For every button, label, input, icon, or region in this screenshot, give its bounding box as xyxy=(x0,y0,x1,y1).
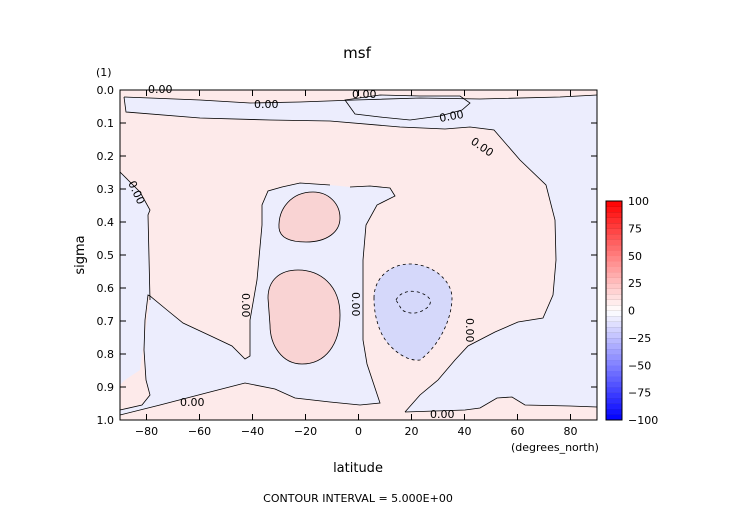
zero-contours xyxy=(119,94,598,416)
y-tick-label: 0.2 xyxy=(97,150,115,163)
y-tick-label: 0.7 xyxy=(97,315,115,328)
y-tick-label: 0.1 xyxy=(97,117,115,130)
x-tick-label: 0 xyxy=(355,425,362,438)
colorbar-swatch xyxy=(606,370,622,377)
positive-region-main xyxy=(120,90,597,420)
contour-interval-text: CONTOUR INTERVAL = 5.000E+00 xyxy=(263,492,453,505)
colorbar-swatch xyxy=(606,288,622,295)
x-units-label: (degrees_north) xyxy=(511,441,599,454)
y-axis: 0.0 0.1 0.2 0.3 0.4 0.5 0.6 0.7 0.8 0.9 1.0 xyxy=(97,84,597,427)
colorbar-tick-label: 25 xyxy=(628,277,642,290)
colorbar-swatch xyxy=(606,398,622,404)
colorbar-swatch xyxy=(606,239,622,246)
colorbar-tick-label: −25 xyxy=(628,332,651,345)
colorbar-swatch xyxy=(606,359,622,366)
colorbar-swatch xyxy=(606,381,622,388)
colorbar-swatch xyxy=(606,228,622,235)
positive-cell-lower xyxy=(267,269,341,365)
contour-label: 0.00 xyxy=(430,408,455,421)
colorbar-swatch xyxy=(606,211,622,218)
colorbar-swatch xyxy=(606,201,622,207)
colorbar-tick-label: 75 xyxy=(628,222,642,235)
y-tick-label: 0.3 xyxy=(97,183,115,196)
colorbar-swatch xyxy=(606,217,622,224)
x-tick-label: −80 xyxy=(135,425,158,438)
x-tick-label: −20 xyxy=(294,425,317,438)
colorbar-tick-label: 100 xyxy=(628,195,649,208)
contour-label: 0.00 xyxy=(438,108,464,125)
y-tick-label: 1.0 xyxy=(97,414,115,427)
colorbar-tick-label: 0 xyxy=(628,305,635,318)
plot-area: 0.00 0.00 0.00 0.00 0.00 0.00 0.00 0.00 … xyxy=(119,83,598,421)
x-tick-label: −40 xyxy=(241,425,264,438)
colorbar-tick-label: −75 xyxy=(628,387,651,400)
contour-label: 0.00 xyxy=(349,292,362,317)
colorbar-swatch xyxy=(606,261,622,267)
colorbar-swatch xyxy=(606,321,622,328)
contour-label: 0.00 xyxy=(239,293,252,318)
x-tick-label: 80 xyxy=(564,425,578,438)
y-units-label: (1) xyxy=(96,66,112,79)
contour-label: 0.00 xyxy=(463,318,476,343)
negative-cell xyxy=(373,263,453,361)
positive-cell-upper xyxy=(278,191,341,243)
colorbar-swatch xyxy=(606,299,622,306)
x-tick-label: 20 xyxy=(405,425,419,438)
colorbar-swatch xyxy=(606,354,622,361)
y-tick-label: 0.6 xyxy=(97,282,115,295)
colorbar-swatch xyxy=(606,414,622,421)
contour-label: 0.00 xyxy=(254,98,279,111)
colorbar-tick-label: 50 xyxy=(628,250,642,263)
colorbar-tick-label: −100 xyxy=(628,414,658,427)
colorbar-frame xyxy=(605,200,623,421)
colorbar-swatch xyxy=(606,294,622,300)
colorbar-swatch xyxy=(606,233,622,240)
chart-title: msf xyxy=(343,44,371,62)
negative-core-contour xyxy=(395,290,431,314)
colorbar-swatch xyxy=(606,310,622,317)
x-tick-label: −60 xyxy=(188,425,211,438)
colorbar-swatch xyxy=(606,206,622,213)
colorbar-swatch xyxy=(606,250,622,257)
y-tick-label: 0.5 xyxy=(97,249,115,262)
x-axis-label: latitude xyxy=(333,461,383,476)
colorbar-swatch xyxy=(606,315,622,322)
colorbar-swatch xyxy=(606,387,622,393)
colorbar-swatch xyxy=(606,272,622,278)
colorbar-swatch xyxy=(606,365,622,372)
x-tick-label: 60 xyxy=(511,425,525,438)
colorbar-swatch xyxy=(606,392,622,399)
colorbar-swatch xyxy=(606,332,622,339)
y-tick-label: 0.8 xyxy=(97,348,115,361)
negative-region-upper xyxy=(345,95,470,120)
colorbar-swatch xyxy=(606,266,622,273)
colorbar-swatch xyxy=(606,305,622,311)
x-tick-label: 40 xyxy=(458,425,472,438)
y-tick-label: 0.0 xyxy=(97,84,115,97)
colorbar-swatch xyxy=(606,326,622,333)
colorbar-swatch xyxy=(606,337,622,344)
colorbar-swatch xyxy=(606,409,622,415)
colorbar-swatch xyxy=(606,222,622,229)
colorbar-swatch xyxy=(606,403,622,410)
colorbar-swatch xyxy=(606,277,622,284)
y-tick-label: 0.4 xyxy=(97,216,115,229)
contour-label: 0.00 xyxy=(180,396,205,409)
y-tick-label: 0.9 xyxy=(97,381,115,394)
colorbar-swatch xyxy=(606,255,622,262)
colorbar-swatch xyxy=(606,376,622,382)
colorbar-swatch xyxy=(606,348,622,355)
colorbar-swatch xyxy=(606,283,622,289)
colorbar-tick-label: −50 xyxy=(628,359,651,372)
colorbar: 100 75 50 25 0 −25 −50 −75 −100 xyxy=(605,195,658,427)
colorbar-swatch xyxy=(606,343,622,350)
x-axis: −80 −60 −40 −20 0 20 40 60 80 xyxy=(135,90,578,438)
colorbar-swatch xyxy=(606,244,622,251)
y-axis-label: sigma xyxy=(73,235,88,274)
